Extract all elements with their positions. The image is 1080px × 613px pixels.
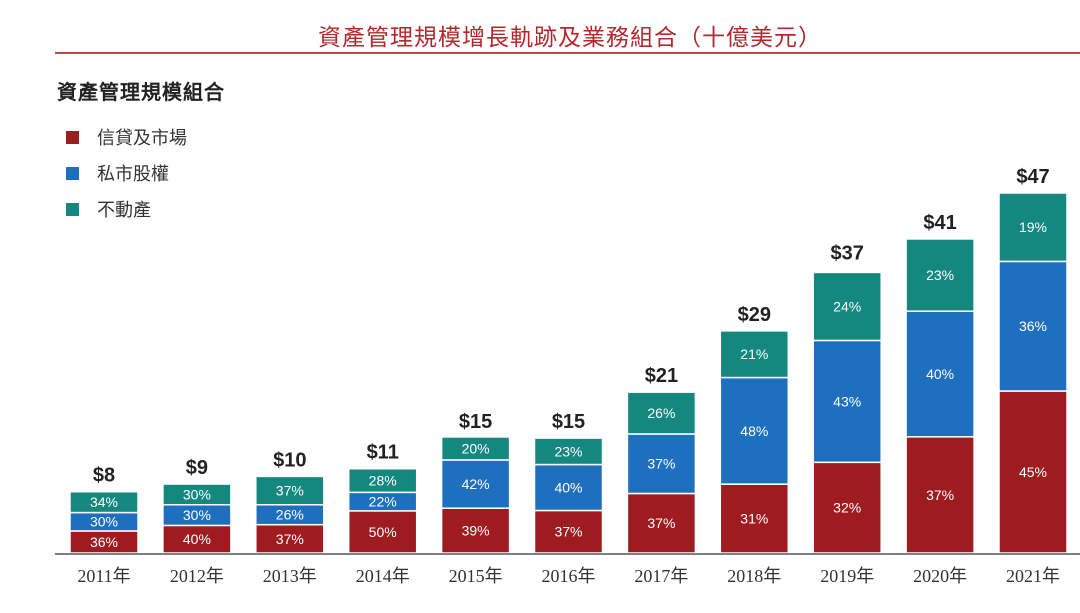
segment-label: 34% [90, 494, 118, 510]
legend-swatch [66, 202, 79, 216]
bar-segment [719, 376, 790, 485]
segment-label: 23% [554, 443, 582, 459]
segment-label: 37% [276, 483, 304, 499]
legend-label: 不動產 [97, 200, 151, 221]
total-label: $15 [459, 411, 492, 433]
segment-label: 26% [276, 507, 304, 523]
segment-label: 26% [647, 405, 675, 421]
bar-segment [347, 467, 418, 494]
x-tick-label: 2019年 [820, 566, 874, 586]
total-label: $9 [186, 457, 208, 479]
segment-label: 40% [183, 531, 211, 547]
segment-label: 37% [647, 515, 675, 531]
bar-segment [255, 475, 325, 506]
bar-segment [347, 510, 418, 554]
segment-label: 43% [833, 393, 861, 409]
x-tick-label: 2017年 [634, 566, 688, 586]
legend-item-real-estate: 不動產 [66, 196, 151, 222]
bar-segment [626, 433, 697, 495]
legend-label: 私市股權 [97, 164, 169, 185]
total-label: $10 [273, 449, 306, 471]
segment-label: 30% [183, 507, 211, 523]
bar-segment [998, 390, 1068, 554]
bar-segment [719, 330, 790, 379]
segment-label: 19% [1019, 219, 1047, 235]
chart-subtitle: 資產管理規模組合 [57, 80, 225, 104]
total-label: $11 [367, 442, 399, 464]
legend-label: 信貸及市場 [97, 128, 187, 149]
bar-segment [905, 310, 975, 438]
segment-label: 24% [833, 298, 861, 314]
total-label: $37 [831, 243, 864, 265]
segment-label: 48% [740, 423, 768, 439]
segment-label: 40% [554, 480, 582, 496]
segment-label: 45% [1019, 464, 1047, 480]
x-tick-label: 2021年 [1006, 566, 1060, 586]
total-label: $41 [923, 212, 956, 234]
x-tick-label: 2014年 [356, 566, 410, 586]
bar-segment [69, 490, 139, 514]
x-tick-label: 2011年 [77, 566, 130, 586]
x-tick-label: 2020年 [913, 566, 967, 586]
segment-label: 30% [183, 486, 211, 502]
segment-label: 28% [369, 473, 397, 489]
bar-segment [626, 391, 697, 435]
bar-segment [533, 437, 604, 466]
bar-segment [812, 271, 882, 342]
segment-label: 23% [926, 267, 954, 283]
bar-segment [440, 436, 511, 461]
x-tick-label: 2013年 [263, 566, 317, 586]
bar-segment [533, 509, 604, 554]
bar-segment [440, 459, 511, 509]
segment-label: 22% [369, 494, 397, 510]
bar-segment [440, 507, 511, 554]
legend-swatch [66, 130, 79, 144]
legend-swatch [66, 166, 79, 180]
segment-label: 31% [740, 511, 768, 527]
bar-segment [905, 238, 975, 312]
bar-segment [255, 523, 325, 554]
segment-label: 32% [833, 500, 861, 516]
bar-segment [812, 461, 882, 554]
x-tick-label: 2018年 [727, 566, 781, 586]
segment-label: 39% [462, 523, 490, 539]
bar-segment [533, 463, 604, 512]
bar-segment [812, 339, 882, 464]
segment-label: 30% [90, 514, 118, 530]
total-label: $8 [93, 465, 115, 487]
segment-label: 37% [926, 487, 954, 503]
bar-segment [162, 483, 232, 506]
bar-segment [162, 524, 232, 554]
segment-label: 40% [926, 366, 954, 382]
title-divider [55, 52, 1080, 54]
segment-label: 37% [554, 524, 582, 540]
bar-segment [719, 483, 790, 554]
total-label: $47 [1016, 166, 1049, 188]
x-tick-label: 2012年 [170, 566, 224, 586]
segment-label: 37% [647, 456, 675, 472]
segment-label: 37% [276, 531, 304, 547]
x-tick-label: 2015年 [449, 566, 503, 586]
legend-item-credit: 信貸及市場 [66, 124, 187, 150]
segment-label: 36% [90, 534, 118, 550]
x-tick-label: 2016年 [542, 566, 596, 586]
bar-segment [626, 492, 697, 554]
legend-item-private-equity: 私市股權 [66, 160, 169, 186]
segment-label: 50% [369, 524, 397, 540]
chart-title: 資產管理規模增長軌跡及業務組合（十億美元） [318, 25, 822, 51]
total-label: $29 [738, 304, 771, 326]
segment-label: 36% [1019, 318, 1047, 334]
bar-segment [998, 192, 1068, 263]
total-label: $15 [552, 411, 585, 433]
segment-label: 42% [462, 476, 490, 492]
total-label: $21 [645, 365, 678, 387]
segment-label: 20% [462, 440, 490, 456]
segment-label: 21% [740, 346, 768, 362]
bar-segment [905, 436, 975, 554]
